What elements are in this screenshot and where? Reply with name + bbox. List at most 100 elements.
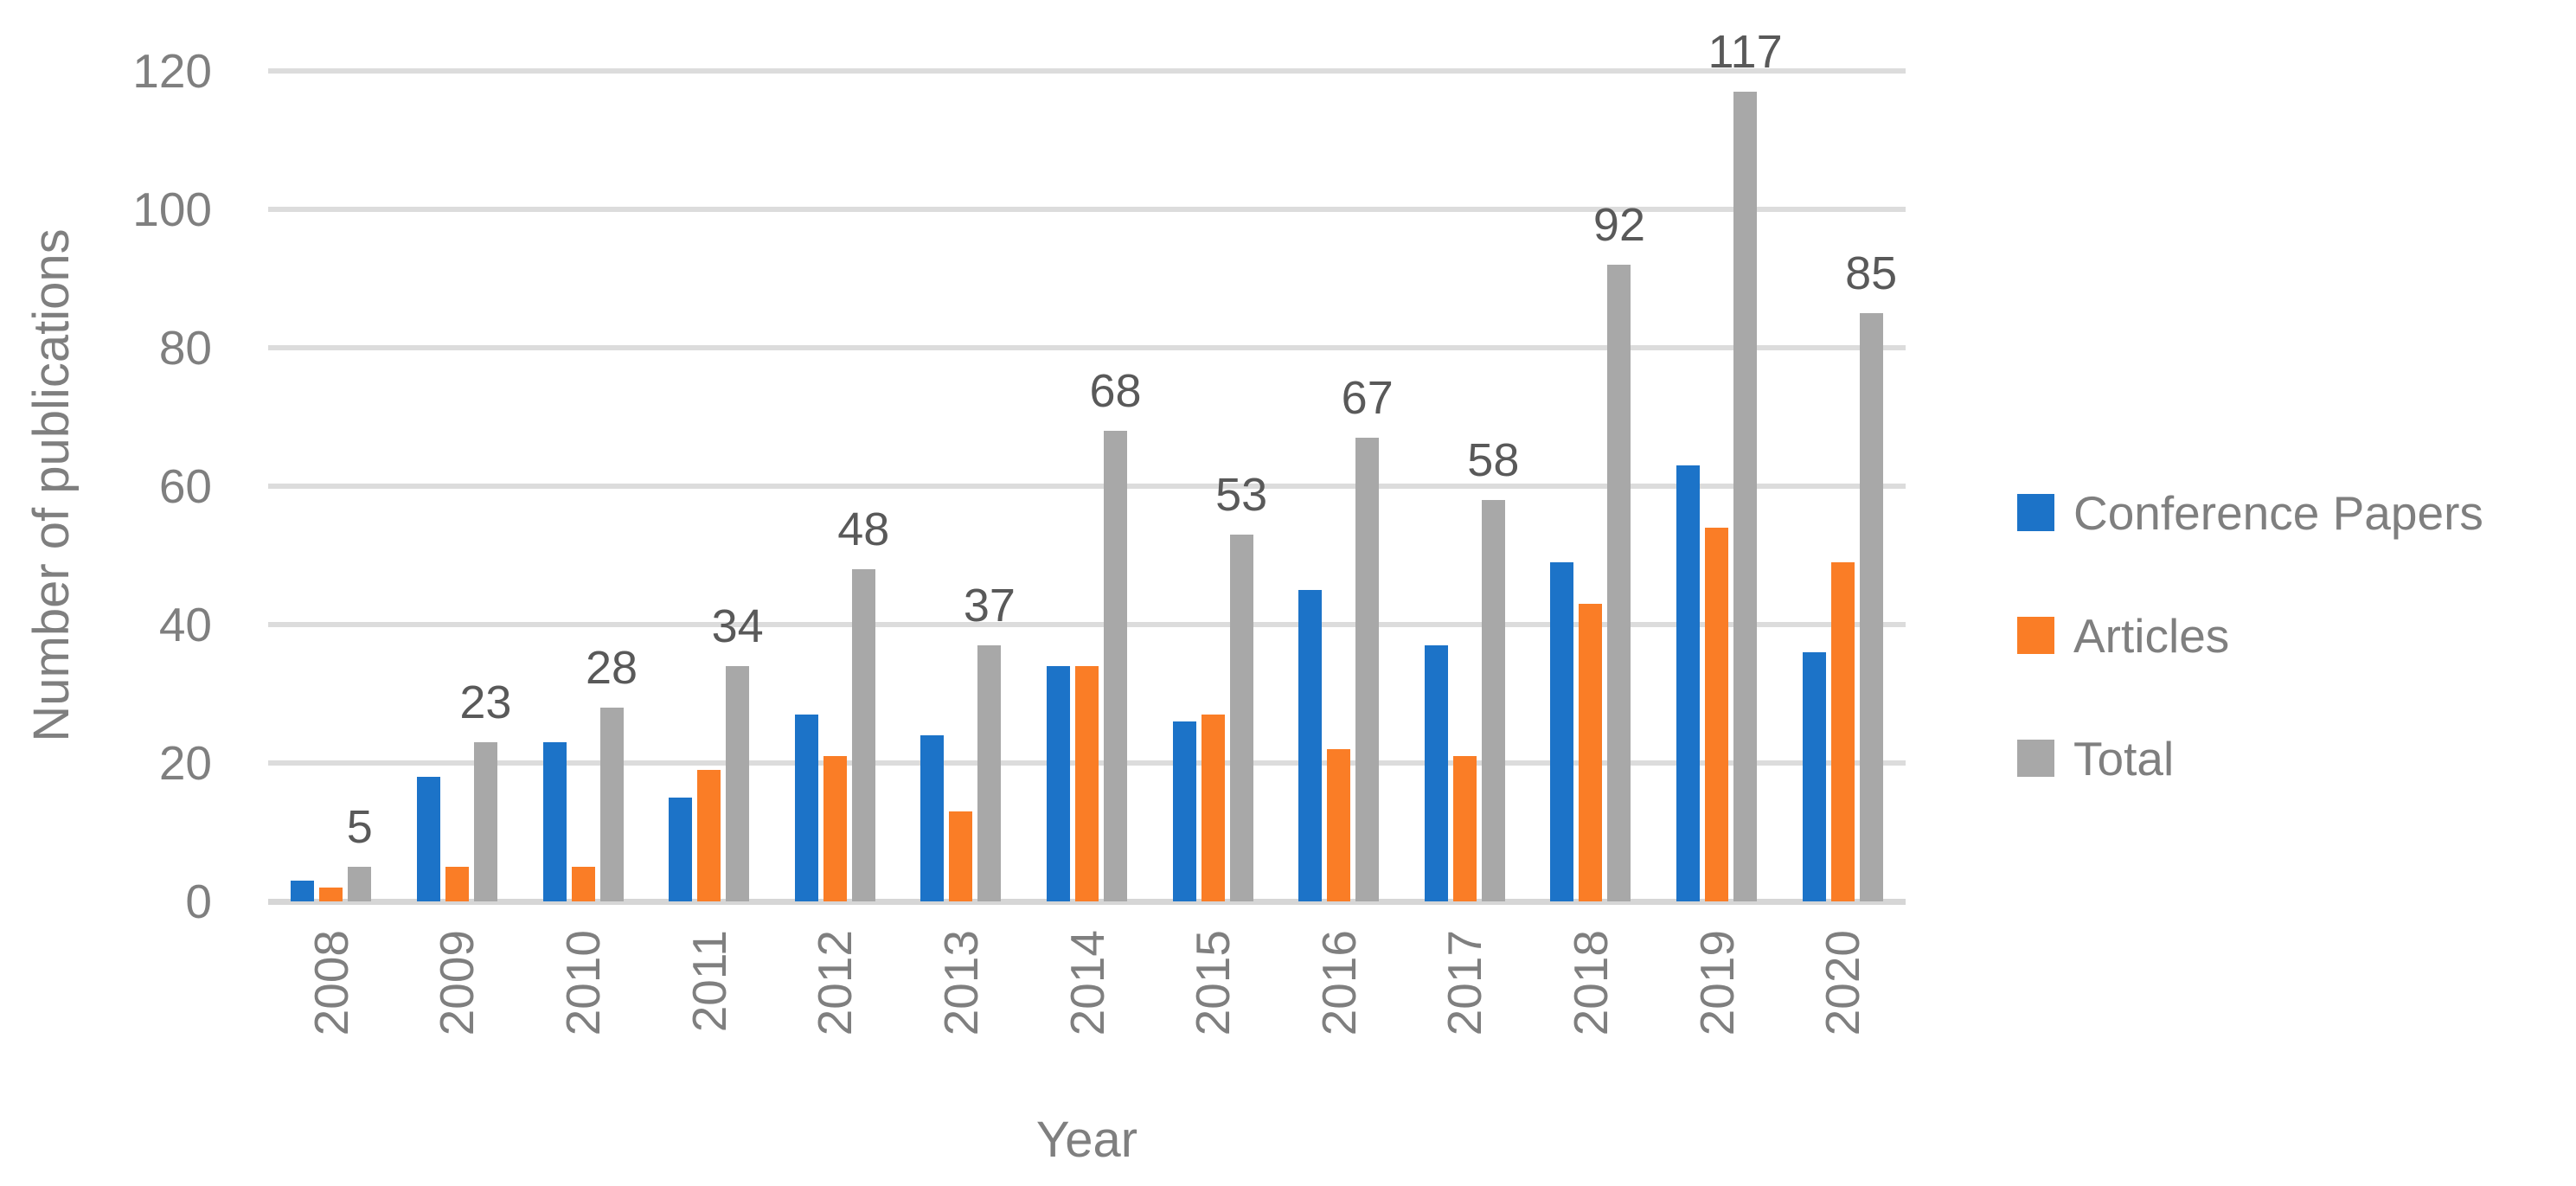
x-tick-2009: 2009 [430, 930, 484, 1086]
legend-swatch-icon [2017, 740, 2054, 777]
x-tick-text: 2020 [1816, 930, 1870, 1036]
x-tick-2015: 2015 [1186, 930, 1240, 1086]
bar-conference-papers-2011 [669, 798, 693, 901]
x-tick-text: 2011 [682, 930, 736, 1033]
gridline-100 [268, 207, 1906, 212]
y-tick-60: 60 [158, 459, 212, 513]
bar-conference-papers-2017 [1424, 645, 1448, 901]
data-label-total-2009: 23 [459, 676, 512, 728]
x-tick-2012: 2012 [808, 930, 862, 1086]
legend-item-total: Total [2017, 734, 2483, 783]
x-tick-2014: 2014 [1060, 930, 1114, 1086]
x-tick-2020: 2020 [1816, 930, 1870, 1086]
x-tick-2010: 2010 [556, 930, 611, 1086]
bar-total-2019 [1733, 92, 1758, 901]
data-label-total-2018: 92 [1592, 199, 1645, 251]
x-tick-text: 2019 [1689, 930, 1744, 1036]
x-tick-text: 2018 [1563, 930, 1618, 1036]
bar-articles-2010 [571, 867, 595, 901]
x-axis-title: Year [1035, 1112, 1138, 1168]
legend-item-conference-papers: Conference Papers [2017, 489, 2483, 537]
bar-total-2010 [599, 708, 624, 901]
plot-area: 5 23 28 34 48 37 68 53 67 58 92 117 85 [268, 28, 1906, 905]
x-tick-2013: 2013 [933, 930, 988, 1086]
bar-articles-2016 [1327, 749, 1351, 901]
bar-articles-2020 [1830, 562, 1855, 901]
data-label-total-2016: 67 [1341, 372, 1394, 424]
y-tick-100: 100 [132, 183, 212, 236]
data-label-total-2012: 48 [837, 503, 890, 555]
data-label-total-2008: 5 [346, 801, 373, 853]
bar-conference-papers-2014 [1047, 666, 1070, 901]
data-label-total-2019: 117 [1708, 26, 1783, 78]
x-tick-text: 2012 [808, 930, 862, 1036]
x-tick-text: 2008 [304, 930, 358, 1036]
bar-articles-2019 [1705, 528, 1729, 901]
x-tick-text: 2016 [1311, 930, 1366, 1036]
x-tick-2018: 2018 [1563, 930, 1618, 1086]
legend-swatch-icon [2017, 617, 2054, 654]
data-label-total-2013: 37 [963, 580, 1016, 631]
x-tick-text: 2017 [1438, 930, 1492, 1036]
bar-conference-papers-2019 [1676, 465, 1701, 901]
bar-total-2020 [1859, 313, 1883, 901]
y-tick-80: 80 [158, 321, 212, 375]
legend-label: Articles [2073, 608, 2230, 663]
bar-conference-papers-2016 [1298, 590, 1323, 901]
x-tick-2008: 2008 [304, 930, 358, 1086]
gridline-0 [268, 899, 1906, 905]
bar-articles-2017 [1452, 756, 1477, 901]
bar-total-2017 [1481, 500, 1505, 901]
gridline-80 [268, 345, 1906, 350]
y-tick-20: 20 [158, 736, 212, 790]
bar-conference-papers-2020 [1802, 652, 1826, 901]
data-label-total-2010: 28 [585, 642, 638, 694]
bar-total-2012 [851, 569, 875, 901]
legend-label: Total [2073, 731, 2175, 785]
x-tick-2016: 2016 [1311, 930, 1366, 1086]
x-tick-2017: 2017 [1438, 930, 1492, 1086]
gridline-120 [268, 68, 1906, 74]
y-tick-120: 120 [132, 44, 212, 98]
bar-total-2016 [1355, 438, 1380, 901]
bar-articles-2015 [1201, 715, 1225, 901]
x-tick-text: 2013 [933, 930, 988, 1036]
data-label-total-2017: 58 [1467, 434, 1520, 486]
bar-conference-papers-2018 [1550, 562, 1574, 901]
bar-conference-papers-2009 [416, 777, 440, 901]
bar-conference-papers-2008 [291, 881, 315, 901]
bar-total-2011 [726, 666, 750, 901]
data-label-total-2011: 34 [711, 600, 764, 652]
x-tick-text: 2009 [430, 930, 484, 1036]
bar-articles-2014 [1075, 666, 1099, 901]
gridline-40 [268, 622, 1906, 627]
bar-total-2014 [1104, 431, 1127, 901]
bar-articles-2008 [319, 888, 343, 901]
bar-total-2018 [1607, 265, 1631, 901]
bar-total-2009 [473, 742, 497, 901]
x-tick-2011: 2011 [682, 930, 736, 1086]
x-tick-text: 2010 [556, 930, 611, 1036]
bar-total-2008 [348, 867, 372, 901]
bar-articles-2018 [1579, 604, 1603, 901]
data-label-total-2014: 68 [1089, 365, 1142, 417]
bar-conference-papers-2015 [1172, 721, 1196, 901]
x-tick-text: 2015 [1186, 930, 1240, 1036]
bar-conference-papers-2013 [920, 735, 945, 901]
bar-conference-papers-2012 [794, 715, 818, 901]
data-label-total-2020: 85 [1845, 247, 1898, 299]
x-tick-text: 2014 [1060, 930, 1114, 1036]
bar-total-2013 [977, 645, 1002, 901]
gridline-60 [268, 484, 1906, 489]
legend-label: Conference Papers [2073, 485, 2483, 540]
x-tick-2019: 2019 [1689, 930, 1744, 1086]
legend-item-articles: Articles [2017, 612, 2483, 660]
legend-swatch-icon [2017, 494, 2054, 531]
bar-articles-2013 [949, 811, 973, 901]
bar-total-2015 [1229, 535, 1253, 901]
bar-conference-papers-2010 [542, 742, 567, 901]
y-axis-title: Number of publications [23, 228, 80, 742]
y-tick-0: 0 [185, 875, 212, 928]
bar-articles-2012 [823, 756, 847, 901]
